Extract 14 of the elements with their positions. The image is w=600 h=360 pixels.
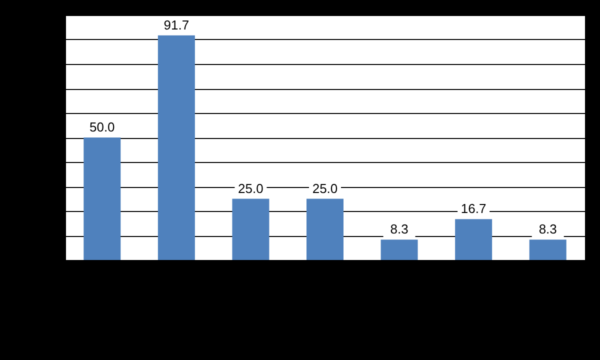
data-label: 8.3 (390, 222, 408, 237)
data-label: 16.7 (460, 201, 486, 216)
data-label: 91.7 (164, 17, 190, 32)
bar (380, 240, 418, 260)
bar (306, 198, 344, 260)
bar (84, 138, 121, 260)
bar (529, 240, 566, 260)
bar (232, 198, 270, 260)
data-label: 25.0 (312, 180, 338, 196)
bar (455, 219, 492, 260)
bar (158, 35, 195, 260)
data-label: 25.0 (238, 180, 264, 196)
data-label: 8.3 (538, 222, 557, 237)
data-label: 50.0 (89, 120, 115, 134)
